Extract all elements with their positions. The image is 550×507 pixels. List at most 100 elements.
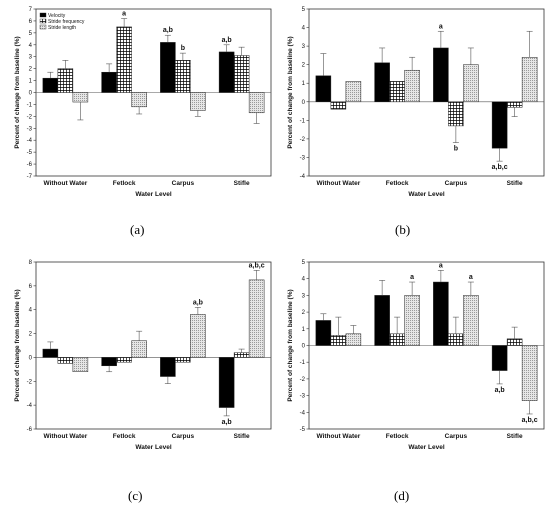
significance-label: a,b,c <box>522 417 538 424</box>
significance-label: a,b,c <box>249 262 265 269</box>
bar-stride-length <box>72 92 89 103</box>
y-tick-label: 1 <box>302 81 306 87</box>
y-tick-label: -1 <box>27 102 33 108</box>
bar-velocity <box>433 47 449 103</box>
plot-frame <box>308 8 545 177</box>
significance-label: a <box>439 262 443 269</box>
bar-stride-frequency <box>57 357 74 364</box>
significance-label: a,b <box>495 387 505 394</box>
y-tick-label: -3 <box>27 126 33 132</box>
chart-panel-3: -6 -4 -2 0 2 4 6 8 Percent of change from baseli… <box>14 260 272 451</box>
y-tick-label: 0 <box>302 344 306 350</box>
plot-frame <box>35 261 272 430</box>
significance-label: a,b <box>222 37 232 44</box>
y-tick-label: -4 <box>27 138 33 144</box>
bars <box>315 30 538 162</box>
bar-stride-length <box>521 56 538 103</box>
y-tick-label: 4 <box>29 308 33 314</box>
chart-panel-2: -4 -3 -2 -1 0 1 2 3 4 5 Percent of change from bas… <box>287 7 545 198</box>
x-tick-label: Fetlock <box>113 433 136 440</box>
y-tick-label: 2 <box>29 67 33 73</box>
y-tick-label: -6 <box>27 427 33 433</box>
bar-stride-frequency <box>389 333 405 346</box>
y-tick-label: 0 <box>29 355 33 361</box>
significance-label: a <box>469 274 473 281</box>
y-tick-label: 2 <box>29 332 33 338</box>
bar-stride-length <box>131 340 147 358</box>
y-tick-label: -3 <box>300 155 306 161</box>
y-tick-label: 6 <box>29 19 33 25</box>
significance-label: a,b <box>222 419 232 426</box>
x-tick-label: Carpus <box>172 180 195 187</box>
bar-stride-length <box>190 314 206 358</box>
y-tick-label: 0 <box>29 91 33 97</box>
bar-stride-length <box>404 69 420 103</box>
x-tick-label: Fetlock <box>386 433 409 440</box>
y-tick-label: 2 <box>302 310 306 316</box>
bar-velocity <box>42 77 59 93</box>
bars <box>42 18 265 124</box>
bar-velocity <box>218 51 235 93</box>
bar-velocity <box>101 71 117 93</box>
bar-velocity <box>101 357 117 367</box>
bar-stride-length <box>404 295 420 346</box>
y-tick-label: -4 <box>300 410 306 416</box>
y-tick-label: -5 <box>27 150 33 156</box>
y-tick-label: -1 <box>300 118 306 124</box>
bar-stride-frequency <box>233 352 250 358</box>
bar-stride-frequency <box>330 335 347 346</box>
x-tick-label: Without Water <box>44 180 88 187</box>
y-tick-label: -5 <box>300 427 306 433</box>
bar-stride-length <box>345 333 362 346</box>
legend-label: Stride frequency <box>48 19 85 25</box>
y-tick-label: -4 <box>300 174 306 180</box>
x-tick-label: Stifle <box>234 433 250 440</box>
significance-label: a <box>122 11 126 18</box>
y-tick-label: 3 <box>29 55 33 61</box>
y-tick-label: -6 <box>27 162 33 168</box>
bar-stride-frequency <box>175 60 191 93</box>
bar-stride-length <box>72 357 89 372</box>
y-tick-label: 7 <box>29 7 33 13</box>
x-tick-label: Carpus <box>445 180 468 187</box>
panel-label: (c) <box>128 488 142 503</box>
legend-label: Velocity <box>48 13 66 19</box>
bar-stride-frequency <box>116 357 132 363</box>
bar-velocity <box>42 348 59 358</box>
bar-velocity <box>374 62 390 103</box>
y-tick-label: 3 <box>302 293 306 299</box>
legend-swatch-stride-frequency <box>39 18 47 24</box>
y-tick-label: -4 <box>27 403 33 409</box>
x-tick-label: Without Water <box>317 180 361 187</box>
bar-velocity <box>491 345 508 371</box>
y-tick-label: -2 <box>300 137 306 143</box>
y-tick-label: -3 <box>300 394 306 400</box>
bar-stride-length <box>190 92 206 111</box>
y-tick-label: 5 <box>302 7 306 13</box>
y-tick-label: 4 <box>302 277 306 283</box>
y-tick-label: -2 <box>27 379 33 385</box>
y-tick-label: 5 <box>302 260 306 266</box>
bar-stride-length <box>463 64 479 103</box>
panel-label: (d) <box>394 488 409 503</box>
bar-stride-length <box>345 81 362 103</box>
y-tick-label: 5 <box>29 31 33 37</box>
y-axis-title: Percent of change from baseline (%) <box>14 36 21 148</box>
y-tick-label: 3 <box>302 44 306 50</box>
bar-velocity <box>160 357 176 377</box>
bar-stride-frequency <box>389 81 405 103</box>
panel-label: (b) <box>395 222 410 237</box>
y-tick-label: -2 <box>27 114 33 120</box>
x-axis-title: Water Level <box>135 191 171 198</box>
x-tick-label: Without Water <box>317 433 361 440</box>
significance-label: b <box>454 146 458 153</box>
chart-panel-4: -5 -4 -3 -2 -1 0 1 2 3 4 5 Percent of change from b… <box>287 260 545 451</box>
y-tick-label: 8 <box>29 260 33 266</box>
x-axis-title: Water Level <box>408 191 444 198</box>
bar-stride-frequency <box>448 333 464 346</box>
bar-stride-frequency <box>116 26 132 93</box>
x-tick-label: Fetlock <box>386 180 409 187</box>
y-tick-label: 1 <box>302 327 306 333</box>
